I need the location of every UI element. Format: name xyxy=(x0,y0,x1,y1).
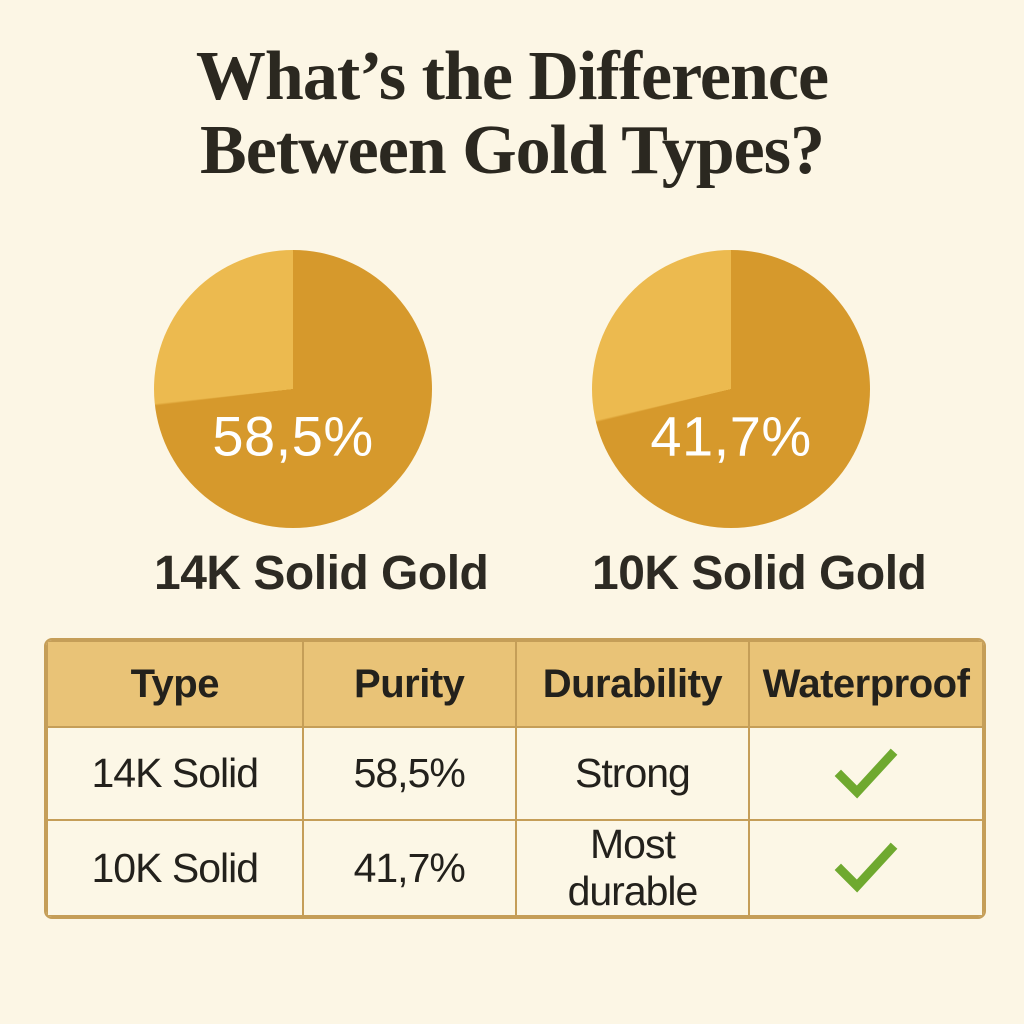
pie-figure-10k: 41,7% 10K Solid Gold xyxy=(592,250,927,601)
cell-10k-type: 10K Solid xyxy=(46,819,304,917)
cell-14k-type: 14K Solid xyxy=(46,726,304,821)
page-title-line1: What’s the Difference xyxy=(195,38,829,115)
pie-chart-10k: 41,7% xyxy=(592,250,870,528)
pie-10k-value-label: 41,7% xyxy=(650,404,812,468)
cell-14k-durability: Strong xyxy=(514,726,750,821)
cell-14k-waterproof xyxy=(747,726,984,821)
pie-14k-value-label: 58,5% xyxy=(212,404,374,468)
check-icon xyxy=(834,842,898,893)
column-header-purity: Purity xyxy=(301,640,517,728)
comparison-table: Type Purity Durability Waterproof 14K So… xyxy=(46,640,984,917)
page-title: What’s the Difference Between Gold Types… xyxy=(0,38,1024,190)
page-title-line2: Between Gold Types? xyxy=(200,112,825,190)
cell-10k-waterproof xyxy=(747,819,984,917)
comparison-table-container: Type Purity Durability Waterproof 14K So… xyxy=(44,638,986,919)
table-row-10k: 10K Solid 41,7% Most durable xyxy=(46,819,984,917)
pie-charts-row: 58,5% 14K Solid Gold 41,7% 10K Solid Gol… xyxy=(0,250,1024,601)
column-header-durability: Durability xyxy=(514,640,750,728)
cell-10k-purity: 41,7% xyxy=(301,819,517,917)
pie-14k-caption: 14K Solid Gold xyxy=(154,547,489,600)
check-icon xyxy=(834,748,898,799)
table-row-14k: 14K Solid 58,5% Strong xyxy=(46,726,984,821)
cell-10k-durability: Most durable xyxy=(514,819,750,917)
pie-figure-14k: 58,5% 14K Solid Gold xyxy=(154,250,489,601)
pie-chart-14k: 58,5% xyxy=(154,250,432,528)
column-header-waterproof: Waterproof xyxy=(747,640,984,728)
column-header-type: Type xyxy=(46,640,304,728)
table-header-row: Type Purity Durability Waterproof xyxy=(46,640,984,728)
pie-10k-caption: 10K Solid Gold xyxy=(592,547,927,600)
cell-14k-purity: 58,5% xyxy=(301,726,517,821)
